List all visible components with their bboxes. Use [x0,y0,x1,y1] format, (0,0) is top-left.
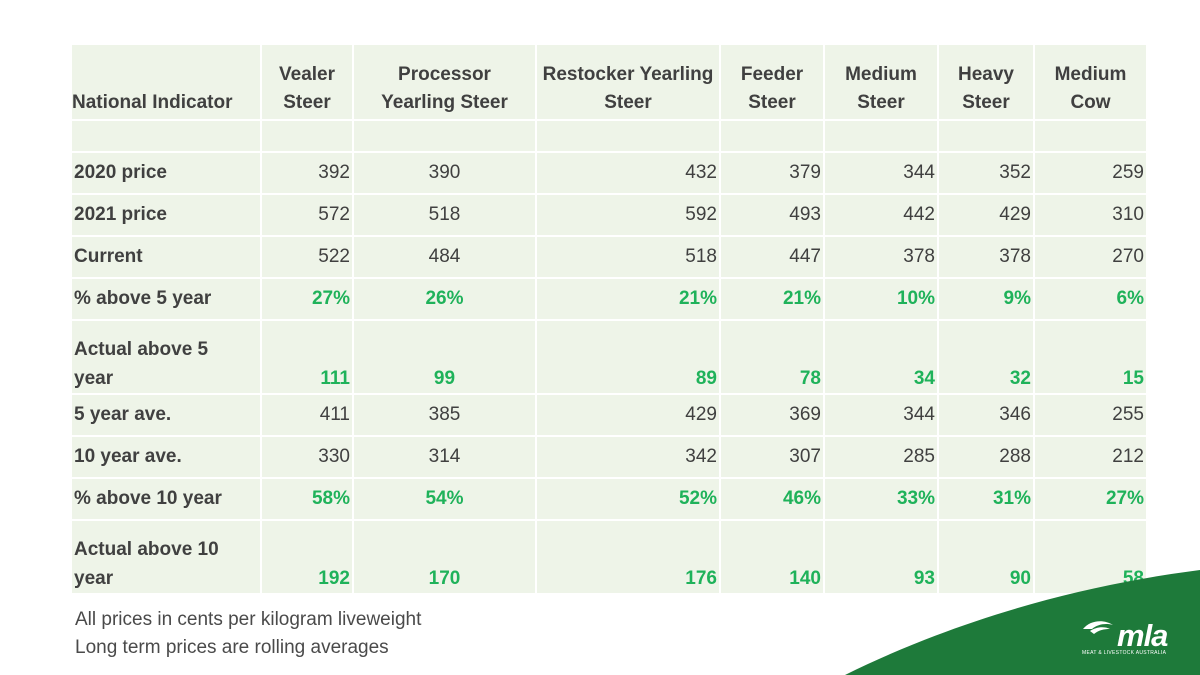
header-medium-cow: Medium Cow [1033,43,1148,121]
table-cell: 285 [823,435,939,479]
table-cell: 212 [1033,435,1148,479]
header-vealer-steer: Vealer Steer [260,43,354,121]
table-cell: 429 [535,393,721,437]
table-cell: 390 [352,151,537,195]
table-cell: 310 [1033,193,1148,237]
header-national-indicator: National Indicator [70,43,262,121]
table-cell: 89 [535,319,721,395]
table-row: 2021 price 572 518 592 493 442 429 310 [70,193,1148,237]
table-cell: 447 [719,235,825,279]
table-cell: 518 [352,193,537,237]
table-cell: 58% [260,477,354,521]
table-cell: 90 [937,519,1035,595]
row-label: 10 year ave. [70,435,262,479]
table-cell: 411 [260,393,354,437]
table-cell: 346 [937,393,1035,437]
row-label: 2021 price [70,193,262,237]
table-row: 10 year ave. 330 314 342 307 285 288 212 [70,435,1148,479]
mla-logo-subtext: MEAT & LIVESTOCK AUSTRALIA [1082,650,1167,656]
table-cell: 54% [352,477,537,521]
table-cell: 15 [1033,319,1148,395]
table-cell: 270 [1033,235,1148,279]
table-cell: 58 [1033,519,1148,595]
table-cell: 344 [823,393,939,437]
table-row: 2020 price 392 390 432 379 344 352 259 [70,151,1148,195]
table-cell: 21% [535,277,721,321]
table-cell: 46% [719,477,825,521]
table-cell: 9% [937,277,1035,321]
table-cell: 369 [719,393,825,437]
table-row: Actual above 10 year 192 170 176 140 93 9… [70,519,1148,595]
table-cell: 385 [352,393,537,437]
table-cell: 442 [823,193,939,237]
table-cell: 429 [937,193,1035,237]
table-cell: 572 [260,193,354,237]
header-row: National Indicator Vealer Steer Processor… [70,43,1148,121]
table-cell: 111 [260,319,354,395]
table-row: Actual above 5 year 111 99 89 78 34 32 15 [70,319,1148,395]
table-cell: 140 [719,519,825,595]
national-indicator-table: National Indicator Vealer Steer Processor… [70,43,1148,595]
table-cell: 99 [352,319,537,395]
table-cell: 307 [719,435,825,479]
mla-logo-icon [1083,621,1113,634]
table-cell: 259 [1033,151,1148,195]
table-cell: 493 [719,193,825,237]
table-cell: 192 [260,519,354,595]
row-label: % above 10 year [70,477,262,521]
table-cell: 78 [719,319,825,395]
table-cell: 288 [937,435,1035,479]
table-cell: 518 [535,235,721,279]
table-cell: 352 [937,151,1035,195]
table-cell: 344 [823,151,939,195]
table-cell: 31% [937,477,1035,521]
header-processor-yearling-steer: Processor Yearling Steer [352,43,537,121]
row-label: % above 5 year [70,277,262,321]
table-cell: 592 [535,193,721,237]
mla-logo-text: mla [1117,618,1168,653]
table-cell: 10% [823,277,939,321]
table-cell: 27% [260,277,354,321]
table-cell: 378 [937,235,1035,279]
row-label: Actual above 5 year [70,319,262,395]
table-cell: 27% [1033,477,1148,521]
row-label: 5 year ave. [70,393,262,437]
table-row: % above 10 year 58% 54% 52% 46% 33% 31% … [70,477,1148,521]
header-restocker-yearling-steer: Restocker Yearling Steer [535,43,721,121]
table-cell: 255 [1033,393,1148,437]
table-cell: 32 [937,319,1035,395]
table-cell: 330 [260,435,354,479]
table-cell: 176 [535,519,721,595]
table-cell: 21% [719,277,825,321]
table-cell: 170 [352,519,537,595]
table-cell: 432 [535,151,721,195]
table-cell: 522 [260,235,354,279]
footnote-units: All prices in cents per kilogram livewei… [75,609,422,630]
table-cell: 34 [823,319,939,395]
row-label: 2020 price [70,151,262,195]
table-cell: 26% [352,277,537,321]
table-cell: 379 [719,151,825,195]
table-cell: 378 [823,235,939,279]
header-medium-steer: Medium Steer [823,43,939,121]
table-cell: 314 [352,435,537,479]
footnotes: All prices in cents per kilogram livewei… [75,606,421,662]
footnote-averages: Long term prices are rolling averages [75,637,389,658]
spacer-row [70,119,1148,153]
table-cell: 342 [535,435,721,479]
table-cell: 52% [535,477,721,521]
row-label: Actual above 10 year [70,519,262,595]
row-label: Current [70,235,262,279]
header-feeder-steer: Feeder Steer [719,43,825,121]
table-cell: 484 [352,235,537,279]
table-cell: 33% [823,477,939,521]
table-row: % above 5 year 27% 26% 21% 21% 10% 9% 6% [70,277,1148,321]
table-row: Current 522 484 518 447 378 378 270 [70,235,1148,279]
table-row: 5 year ave. 411 385 429 369 344 346 255 [70,393,1148,437]
header-heavy-steer: Heavy Steer [937,43,1035,121]
table-cell: 6% [1033,277,1148,321]
table-cell: 93 [823,519,939,595]
table-cell: 392 [260,151,354,195]
